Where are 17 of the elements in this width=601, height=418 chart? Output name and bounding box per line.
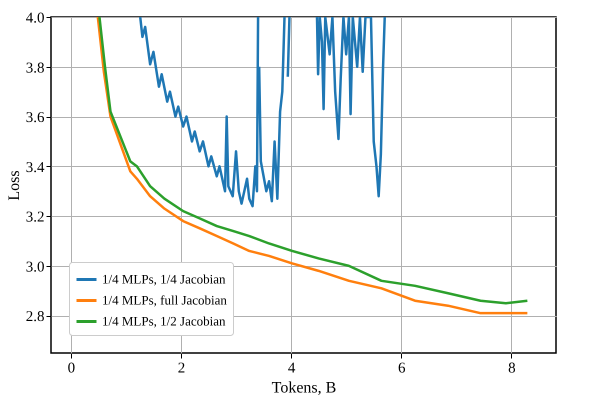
y-tick-label: 3.6	[26, 110, 45, 126]
y-tick-label: 2.8	[26, 309, 44, 326]
legend-label: 1/4 MLPs, 1/4 Jacobian	[102, 272, 226, 286]
y-axis-title: Loss	[6, 170, 23, 201]
x-tick-label: 4	[288, 360, 296, 376]
y-tick-label: 3.4	[26, 160, 45, 176]
y-tick-label: 3.2	[26, 210, 44, 226]
x-tick-label: 0	[68, 360, 76, 376]
legend-label: 1/4 MLPs, full Jacobian	[102, 292, 228, 308]
y-tick-label: 4.0	[26, 10, 44, 26]
x-tick-label: 2	[178, 360, 186, 376]
y-tick-label: 3.8	[26, 60, 44, 76]
y-tick-label: 3.0	[26, 259, 44, 276]
x-axis-title: Tokens, B	[272, 380, 336, 396]
x-tick-label: 8	[508, 360, 516, 376]
legend-label: 1/4 MLPs, 1/2 Jacobian	[102, 314, 226, 328]
x-tick-label: 6	[398, 360, 406, 376]
